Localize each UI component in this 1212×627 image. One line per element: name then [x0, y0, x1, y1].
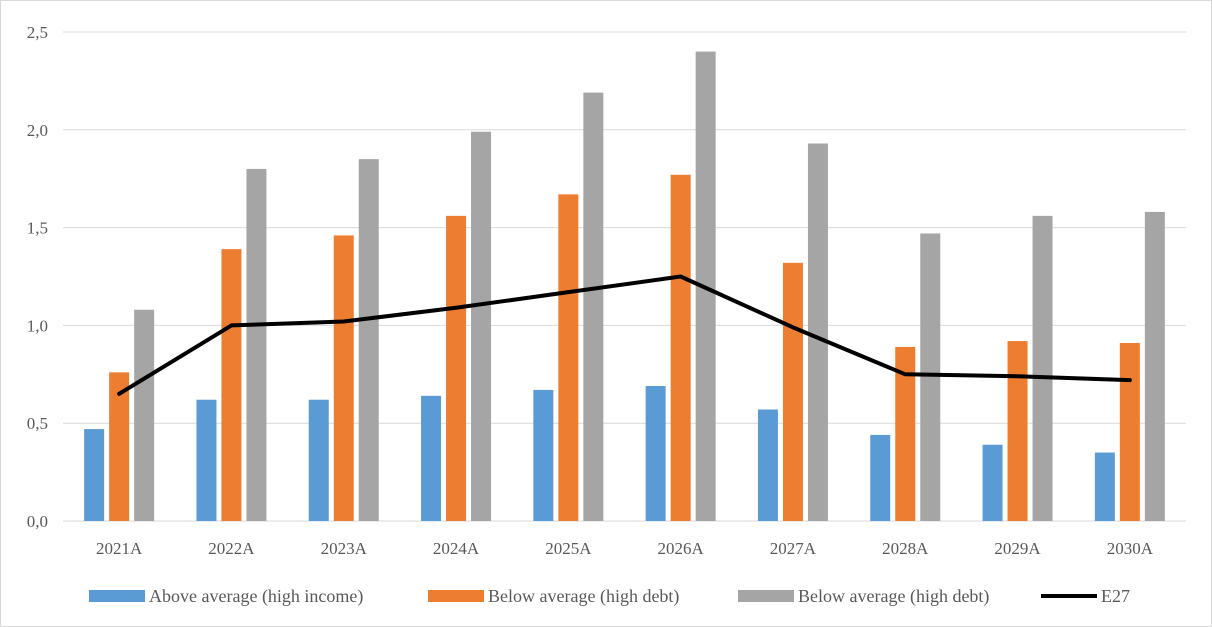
bar	[670, 174, 691, 521]
x-tick-label: 2025A	[545, 539, 592, 558]
bars	[84, 51, 1165, 522]
legend-swatch	[89, 590, 145, 602]
x-tick-label: 2024A	[433, 539, 480, 558]
bar	[1094, 452, 1115, 521]
bar	[134, 309, 155, 521]
legend-label: E27	[1101, 586, 1130, 606]
legend-swatch	[738, 590, 794, 602]
bar	[807, 143, 828, 521]
x-axis-ticks: 2021A 2022A 2023A 2024A 2025A 2026A 2027A 2028A…	[96, 539, 1154, 558]
bar	[583, 92, 604, 522]
legend-label: Above average (high income)	[149, 586, 363, 607]
bar	[558, 194, 579, 521]
bar	[221, 249, 242, 521]
x-tick-label: 2023A	[321, 539, 368, 558]
bar	[421, 395, 442, 521]
legend-swatch	[428, 590, 484, 602]
bar	[533, 389, 554, 521]
legend-label: Below average (high debt)	[798, 586, 989, 607]
bar	[982, 444, 1003, 521]
y-tick-label: 1,5	[27, 219, 48, 238]
bar	[782, 262, 803, 521]
y-tick-label: 0,5	[27, 414, 48, 433]
legend-item: Below average (high debt)	[428, 586, 679, 607]
bar	[109, 372, 130, 521]
bar	[246, 168, 267, 522]
legend-item: Below average (high debt)	[738, 586, 989, 607]
bar	[1119, 343, 1140, 521]
legend-item: Above average (high income)	[89, 586, 363, 607]
y-tick-label: 2,0	[27, 121, 48, 140]
bar	[446, 215, 467, 521]
y-tick-label: 2,5	[27, 23, 48, 42]
x-tick-label: 2027A	[770, 539, 817, 558]
bar	[358, 159, 379, 521]
y-tick-label: 1,0	[27, 316, 48, 335]
bar	[1032, 215, 1053, 521]
legend: Above average (high income) Below average…	[89, 586, 1130, 607]
bar	[471, 131, 492, 522]
bar	[308, 399, 329, 521]
y-axis-ticks: 0,0 0,5 1,0 1,5 2,0 2,5	[27, 23, 48, 531]
bar	[333, 235, 354, 521]
bar	[1144, 211, 1165, 521]
bar	[870, 434, 891, 521]
bar	[895, 346, 916, 521]
line-e27	[117, 274, 1132, 396]
bar	[196, 399, 217, 521]
bar	[84, 429, 105, 521]
x-tick-label: 2030A	[1107, 539, 1154, 558]
bar	[1007, 341, 1028, 521]
bar	[920, 233, 941, 521]
legend-item: E27	[1041, 586, 1130, 606]
bar	[645, 386, 666, 521]
bar	[757, 409, 778, 521]
legend-label: Below average (high debt)	[488, 586, 679, 607]
y-tick-label: 0,0	[27, 512, 48, 531]
line-series	[117, 274, 1132, 396]
x-tick-label: 2029A	[994, 539, 1041, 558]
x-tick-label: 2028A	[882, 539, 929, 558]
x-tick-label: 2021A	[96, 539, 143, 558]
x-tick-label: 2026A	[658, 539, 705, 558]
x-tick-label: 2022A	[208, 539, 255, 558]
